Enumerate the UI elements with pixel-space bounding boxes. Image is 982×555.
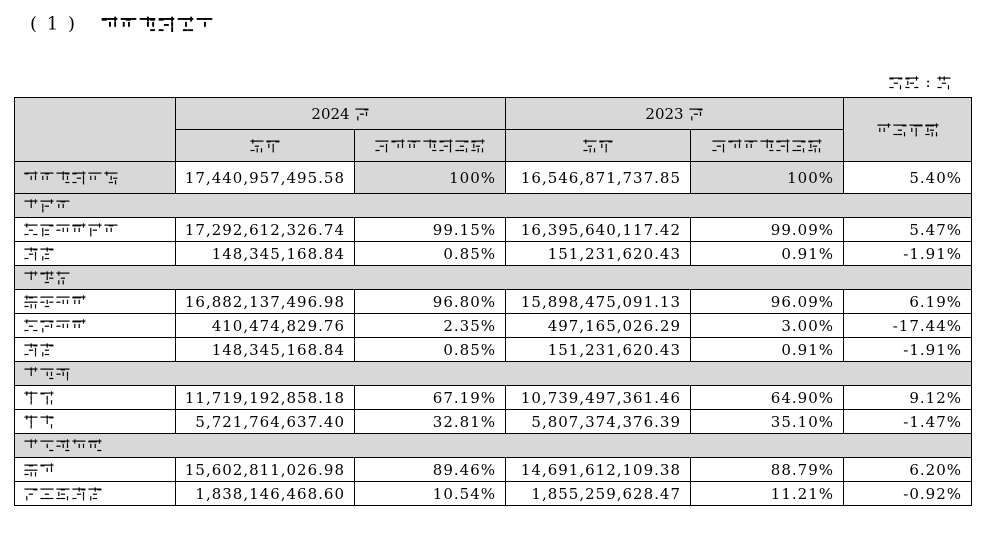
year-a-number: 2024 — [311, 105, 350, 123]
header-share-2023 — [690, 129, 844, 162]
table-row: 17,292,612,326.74 99.15% 16,395,640,117.42… — [14, 217, 972, 242]
amount-2023: 16,395,640,117.42 — [505, 217, 691, 242]
row-label — [14, 313, 176, 338]
section-row — [14, 265, 972, 290]
share-2023: 11.21% — [690, 481, 844, 506]
row-label — [14, 337, 176, 362]
table-row: 16,882,137,496.98 96.80% 15,898,475,091.13… — [14, 289, 972, 314]
share-2024: 0.85% — [354, 337, 506, 362]
row-label — [14, 217, 176, 242]
row-label — [14, 409, 176, 434]
svg-text:): ) — [68, 14, 75, 35]
total-share-2024: 100% — [354, 161, 506, 194]
total-label — [14, 161, 176, 194]
amount-2024: 16,882,137,496.98 — [175, 289, 355, 314]
yoy-change: 6.20% — [843, 457, 972, 482]
amount-2023: 1,855,259,628.47 — [505, 481, 691, 506]
header-row-years: 2024 2023 — [14, 97, 972, 162]
share-2024: 99.15% — [354, 217, 506, 242]
share-2023: 96.09% — [690, 289, 844, 314]
share-2023: 64.90% — [690, 385, 844, 410]
amount-2024: 15,602,811,026.98 — [175, 457, 355, 482]
amount-2024: 410,474,829.76 — [175, 313, 355, 338]
svg-text:1: 1 — [47, 14, 58, 35]
total-row: 17,440,957,495.58 100% 16,546,871,737.85… — [14, 161, 972, 194]
amount-2024: 11,719,192,858.18 — [175, 385, 355, 410]
share-2024: 2.35% — [354, 313, 506, 338]
amount-2024: 148,345,168.84 — [175, 241, 355, 266]
share-2024: 96.80% — [354, 289, 506, 314]
amount-2023: 5,807,374,376.39 — [505, 409, 691, 434]
yoy-change: -1.91% — [843, 241, 972, 266]
share-2023: 35.10% — [690, 409, 844, 434]
row-label — [14, 289, 176, 314]
amount-2024: 148,345,168.84 — [175, 337, 355, 362]
section-label — [14, 265, 972, 290]
table-row: 148,345,168.84 0.85% 151,231,620.43 0.91% -1… — [14, 337, 972, 362]
share-2023: 0.91% — [690, 241, 844, 266]
table-row: 5,721,764,637.40 32.81% 5,807,374,376.39 35… — [14, 409, 972, 434]
section-row — [14, 433, 972, 458]
table-row: 15,602,811,026.98 89.46% 14,691,612,109.38… — [14, 457, 972, 482]
total-share-2023: 100% — [690, 161, 844, 194]
row-label — [14, 481, 176, 506]
share-2023: 0.91% — [690, 337, 844, 362]
header-year-2023: 2023 — [505, 97, 844, 130]
share-2024: 32.81% — [354, 409, 506, 434]
amount-2023: 151,231,620.43 — [505, 241, 691, 266]
header-corner — [14, 97, 176, 162]
yoy-change: -1.47% — [843, 409, 972, 434]
year-b-number: 2023 — [645, 105, 684, 123]
amount-2023: 15,898,475,091.13 — [505, 289, 691, 314]
section-row — [14, 193, 972, 218]
amount-2023: 497,165,026.29 — [505, 313, 691, 338]
amount-2024: 5,721,764,637.40 — [175, 409, 355, 434]
share-2023: 3.00% — [690, 313, 844, 338]
share-2024: 10.54% — [354, 481, 506, 506]
yoy-change: -0.92% — [843, 481, 972, 506]
table-row: 1,838,146,468.60 10.54% 1,855,259,628.47 11… — [14, 481, 972, 506]
header-year-2024: 2024 — [175, 97, 506, 130]
yoy-change: -1.91% — [843, 337, 972, 362]
share-2024: 67.19% — [354, 385, 506, 410]
total-amount-2024: 17,440,957,495.58 — [175, 161, 355, 194]
total-amount-2023: 16,546,871,737.85 — [505, 161, 691, 194]
total-yoy: 5.40% — [843, 161, 972, 194]
header-share-2024 — [354, 129, 506, 162]
header-yoy — [843, 97, 972, 162]
svg-text:(: ( — [30, 14, 37, 35]
row-label — [14, 385, 176, 410]
unit-label: : — [888, 72, 952, 92]
section-label — [14, 193, 972, 218]
share-2023: 99.09% — [690, 217, 844, 242]
amount-2023: 10,739,497,361.46 — [505, 385, 691, 410]
table-row: 410,474,829.76 2.35% 497,165,026.29 3.00% -1… — [14, 313, 972, 338]
table-row: 11,719,192,858.18 67.19% 10,739,497,361.46… — [14, 385, 972, 410]
header-amount-2024 — [175, 129, 355, 162]
section-label — [14, 433, 972, 458]
svg-text::: : — [925, 74, 930, 91]
table-row: 148,345,168.84 0.85% 151,231,620.43 0.91% -1… — [14, 241, 972, 266]
yoy-change: 6.19% — [843, 289, 972, 314]
yoy-change: -17.44% — [843, 313, 972, 338]
share-2023: 88.79% — [690, 457, 844, 482]
amount-2023: 14,691,612,109.38 — [505, 457, 691, 482]
revenue-table: 2024 2023 17,440,957,495.58 100% 16,546,… — [14, 97, 972, 506]
section-label — [14, 361, 972, 386]
yoy-change: 5.47% — [843, 217, 972, 242]
amount-2024: 17,292,612,326.74 — [175, 217, 355, 242]
amount-2023: 151,231,620.43 — [505, 337, 691, 362]
row-label — [14, 457, 176, 482]
section-title: (1) — [24, 14, 214, 40]
header-amount-2023 — [505, 129, 691, 162]
share-2024: 89.46% — [354, 457, 506, 482]
yoy-change: 9.12% — [843, 385, 972, 410]
amount-2024: 1,838,146,468.60 — [175, 481, 355, 506]
share-2024: 0.85% — [354, 241, 506, 266]
row-label — [14, 241, 176, 266]
section-row — [14, 361, 972, 386]
